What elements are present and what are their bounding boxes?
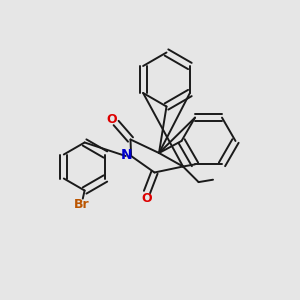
Text: O: O	[142, 192, 152, 205]
Text: Br: Br	[74, 198, 90, 211]
Text: N: N	[121, 148, 133, 162]
Text: O: O	[106, 113, 117, 126]
